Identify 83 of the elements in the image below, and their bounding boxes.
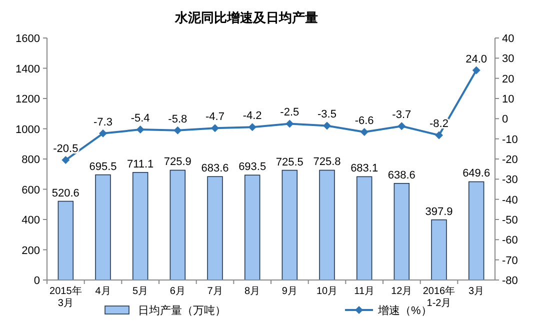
y2-tick-label: -40 (502, 194, 518, 206)
y-tick-label: 400 (22, 214, 40, 226)
y2-tick-label: -80 (502, 275, 518, 287)
data-label: -20.5 (53, 143, 78, 156)
x-tick-label: 5月 (132, 286, 148, 297)
bar (170, 170, 186, 280)
bar (244, 174, 260, 280)
bar (356, 176, 372, 280)
data-label: 683.6 (201, 162, 229, 175)
data-label: 695.5 (89, 160, 117, 173)
point (174, 126, 182, 134)
data-label: 725.8 (313, 156, 341, 168)
point (99, 129, 107, 138)
bar (431, 219, 447, 280)
y2-tick-label: 40 (502, 33, 514, 45)
x-tick-label: 12月 (391, 286, 412, 297)
x-tick-label: 7月 (207, 286, 223, 297)
point (398, 122, 406, 130)
data-label: 649.6 (462, 168, 490, 180)
bar (282, 170, 298, 280)
y2-tick-label: 30 (502, 53, 514, 66)
x-tick-label: 4月 (95, 286, 111, 297)
data-label: 711.1 (126, 158, 154, 170)
data-label: -3.5 (318, 108, 336, 121)
data-label: 638.6 (388, 169, 416, 182)
y2-tick-label: -70 (502, 254, 518, 267)
bar (207, 176, 223, 280)
point (211, 124, 219, 132)
bar (132, 172, 148, 280)
y2-tick-label: -20 (502, 154, 518, 166)
data-label: -6.6 (354, 114, 374, 127)
legend-label: 日均产量（万吨） (138, 304, 226, 317)
bar (468, 181, 484, 280)
y-tick-label: 1000 (16, 124, 40, 136)
data-label: -3.7 (392, 109, 412, 122)
y2-tick-label: 0 (502, 114, 508, 126)
point (62, 156, 70, 164)
data-label: 693.5 (238, 161, 266, 174)
data-label: 520.6 (52, 187, 80, 200)
data-label: -7.3 (94, 116, 112, 128)
x-tick-label: 8月 (244, 286, 260, 297)
bar (58, 200, 74, 280)
data-label: -5.4 (130, 112, 150, 125)
x-tick-label: 10月 (316, 286, 338, 297)
data-label: -4.7 (206, 111, 224, 124)
point (136, 126, 144, 134)
data-label: -4.2 (242, 110, 262, 122)
bar (95, 174, 111, 280)
x-tick-label: 11月 (354, 286, 375, 297)
data-label: 24.0 (466, 53, 488, 66)
y2-tick-label: -30 (502, 174, 518, 186)
y2-tick-label: -10 (502, 134, 518, 146)
y2-tick-label: 10 (502, 94, 514, 106)
x-tick-label: 6月 (170, 286, 186, 297)
point (360, 128, 368, 136)
y-tick-label: 200 (22, 244, 40, 257)
y2-tick-label: -60 (502, 234, 518, 247)
point (286, 120, 294, 128)
y-tick-label: 600 (22, 184, 40, 196)
y2-tick-label: -50 (502, 214, 518, 226)
x-tick-label: 2016年 1-2月 (422, 285, 456, 309)
y2-tick-label: 20 (502, 73, 514, 86)
point (248, 123, 256, 132)
data-label: -2.5 (280, 106, 300, 119)
y-tick-label: 800 (22, 154, 40, 166)
data-label: 683.1 (350, 162, 378, 175)
point (435, 131, 443, 140)
data-label: 725.5 (276, 156, 304, 168)
x-tick-label: 9月 (282, 286, 298, 297)
x-tick-label: 3月 (468, 286, 484, 297)
bar (319, 170, 335, 280)
y-tick-label: 1600 (16, 33, 40, 45)
x-tick-label: 2015年 3月 (50, 285, 82, 309)
point (472, 66, 480, 74)
data-label: 725.9 (164, 156, 192, 168)
chart-title: 水泥同比增速及日均产量 (174, 10, 318, 25)
data-label: -5.8 (168, 113, 188, 126)
y-tick-label: 0 (34, 275, 40, 287)
point (323, 122, 331, 130)
y-tick-label: 1200 (16, 94, 40, 106)
y-tick-label: 1400 (16, 63, 40, 76)
data-label: 397.9 (425, 206, 453, 218)
bar (394, 183, 410, 280)
